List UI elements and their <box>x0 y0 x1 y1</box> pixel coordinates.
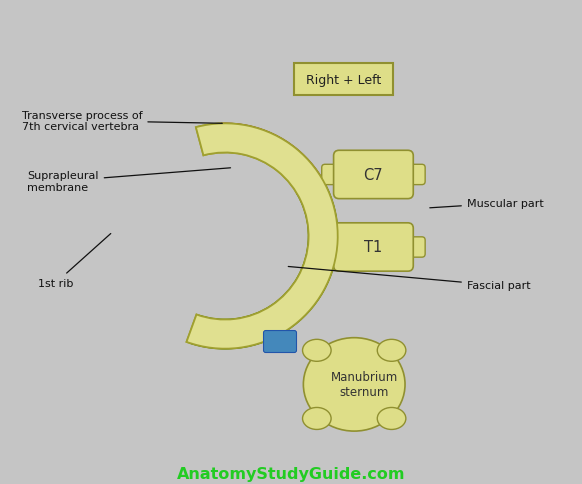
Text: Right + Left: Right + Left <box>306 74 381 87</box>
Text: Fascial part: Fascial part <box>288 267 530 291</box>
FancyBboxPatch shape <box>294 64 393 96</box>
Wedge shape <box>186 124 338 349</box>
Ellipse shape <box>377 340 406 362</box>
Polygon shape <box>221 124 322 195</box>
Text: AnatomyStudyGuide.com: AnatomyStudyGuide.com <box>177 466 405 481</box>
Text: C7: C7 <box>364 167 383 182</box>
Text: Transverse process of
7th cervical vertebra: Transverse process of 7th cervical verte… <box>22 110 222 132</box>
Wedge shape <box>186 124 338 349</box>
Text: T1: T1 <box>364 240 382 255</box>
Polygon shape <box>190 153 338 349</box>
Ellipse shape <box>303 408 331 430</box>
FancyBboxPatch shape <box>333 151 413 199</box>
FancyBboxPatch shape <box>322 237 346 257</box>
Text: 1st rib: 1st rib <box>38 234 111 288</box>
Text: Suprapleural
membrane: Suprapleural membrane <box>27 168 230 193</box>
Ellipse shape <box>303 340 331 362</box>
Ellipse shape <box>377 408 406 430</box>
FancyBboxPatch shape <box>322 165 346 185</box>
FancyBboxPatch shape <box>401 165 425 185</box>
FancyBboxPatch shape <box>333 223 413 272</box>
Text: Muscular part: Muscular part <box>430 198 544 209</box>
FancyBboxPatch shape <box>401 237 425 257</box>
Text: Manubrium
sternum: Manubrium sternum <box>331 371 398 398</box>
Ellipse shape <box>303 338 405 431</box>
FancyBboxPatch shape <box>264 331 296 353</box>
